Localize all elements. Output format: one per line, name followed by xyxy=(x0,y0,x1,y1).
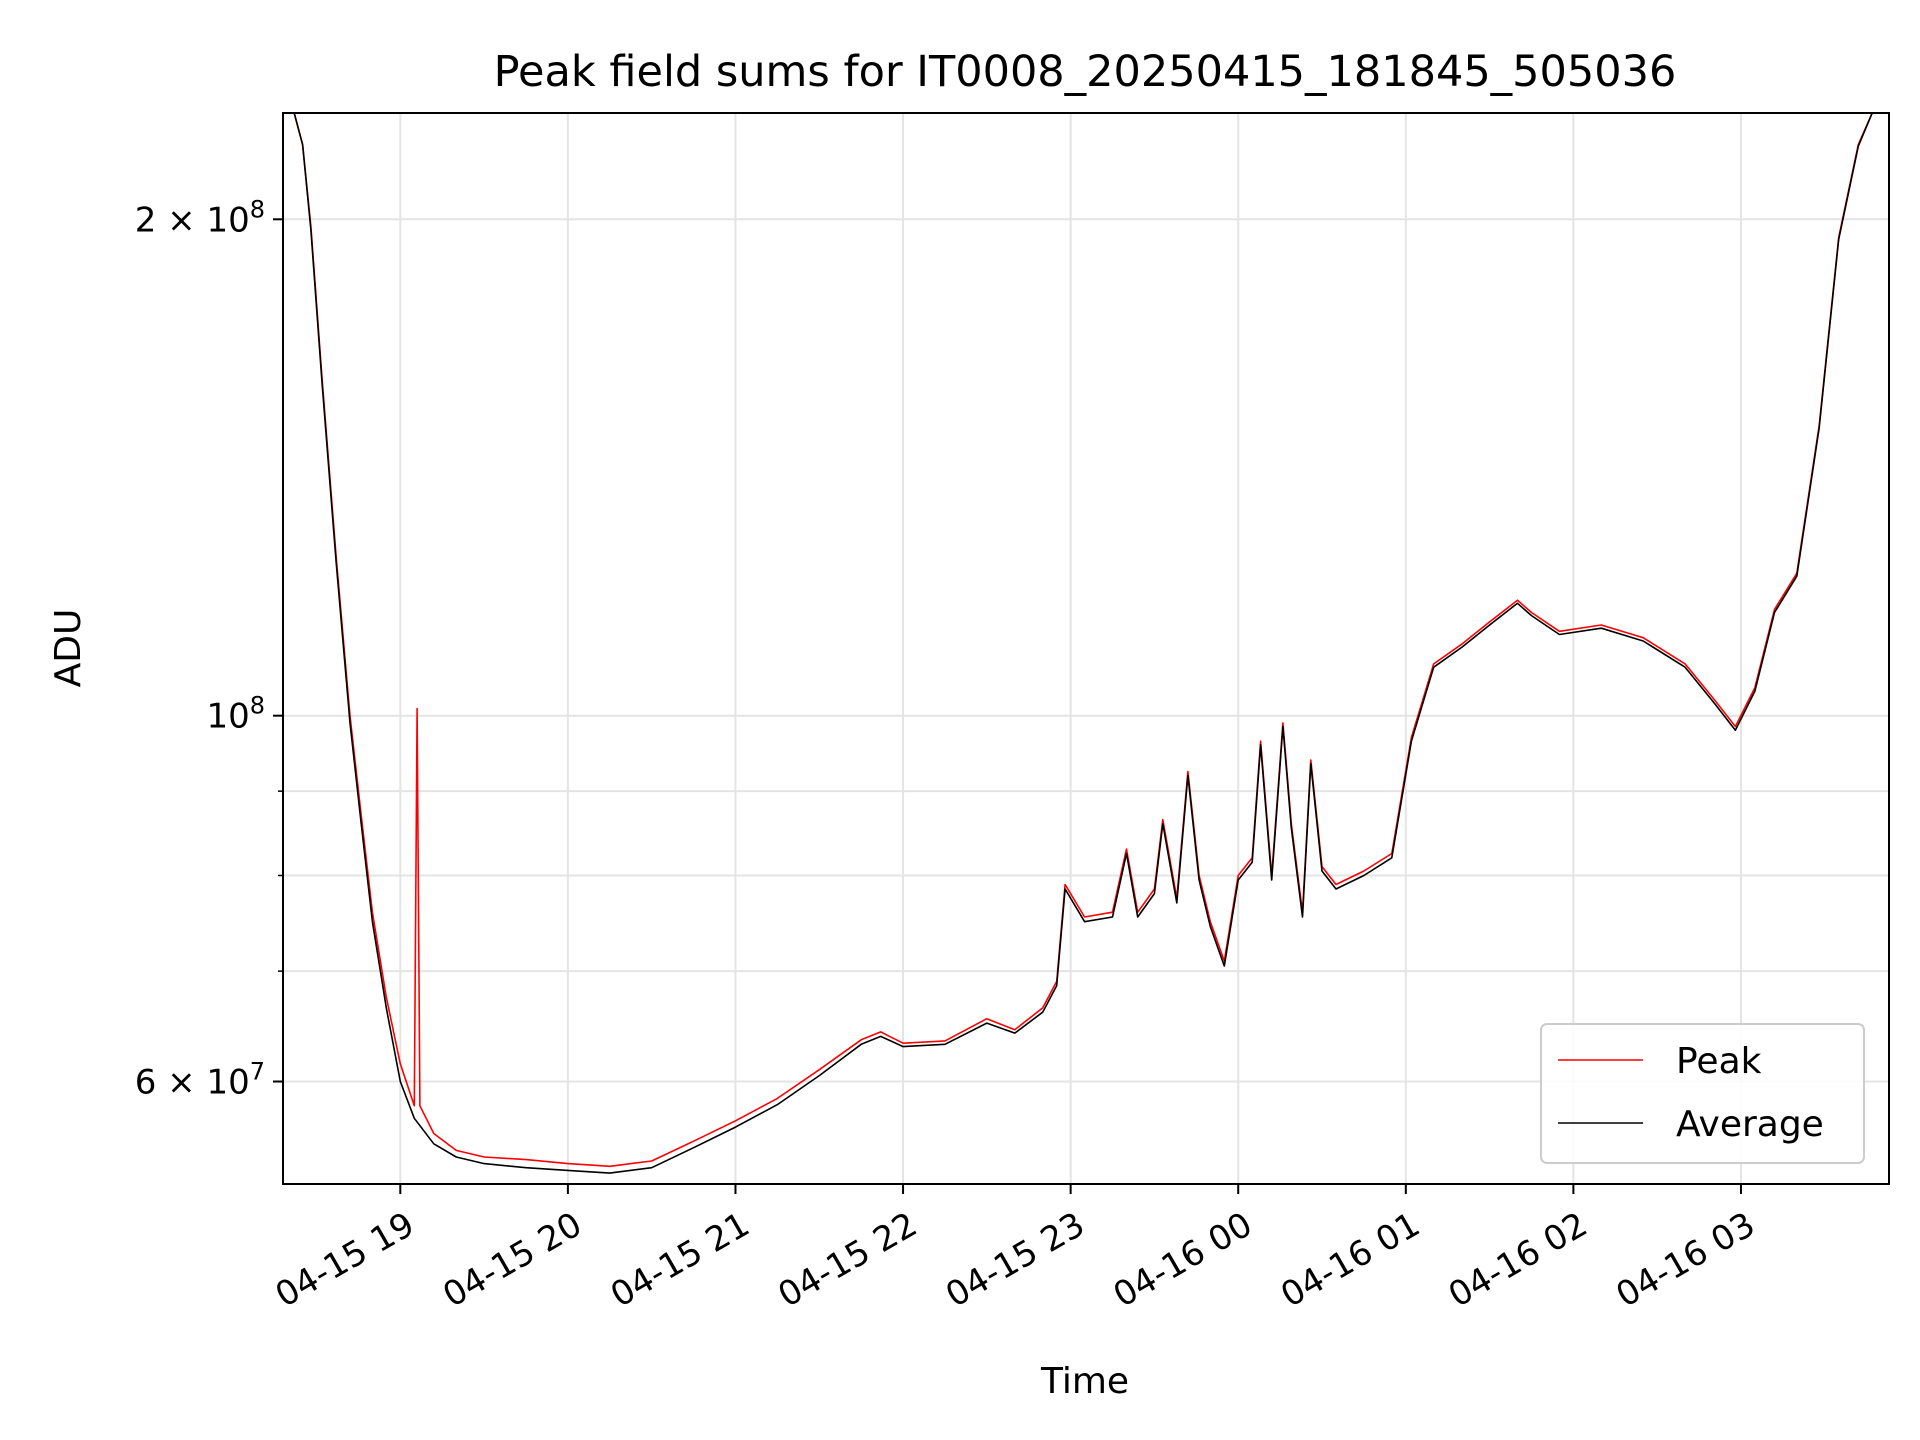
y-tick-label: 6 × 107 xyxy=(135,1058,265,1103)
series-line-average xyxy=(283,113,1889,1174)
legend: Peak Average xyxy=(1540,1023,1865,1164)
legend-box xyxy=(1540,1023,1865,1164)
plot-lines xyxy=(283,113,1889,1174)
y-tick-label: 108 xyxy=(206,692,265,737)
x-axis-label: Time xyxy=(1040,1361,1129,1402)
y-tick-label: 2 × 108 xyxy=(135,195,265,240)
y-axis-label: ADU xyxy=(48,609,89,688)
chart-title: Peak field sums for IT0008_20250415_1818… xyxy=(494,47,1677,97)
legend-label-average: Average xyxy=(1676,1104,1824,1145)
legend-label-peak: Peak xyxy=(1676,1041,1762,1082)
grid xyxy=(283,113,1889,1184)
plot-frame xyxy=(282,112,1890,1185)
y-axis: 6 × 107 108 2 × 108 xyxy=(135,195,283,1103)
